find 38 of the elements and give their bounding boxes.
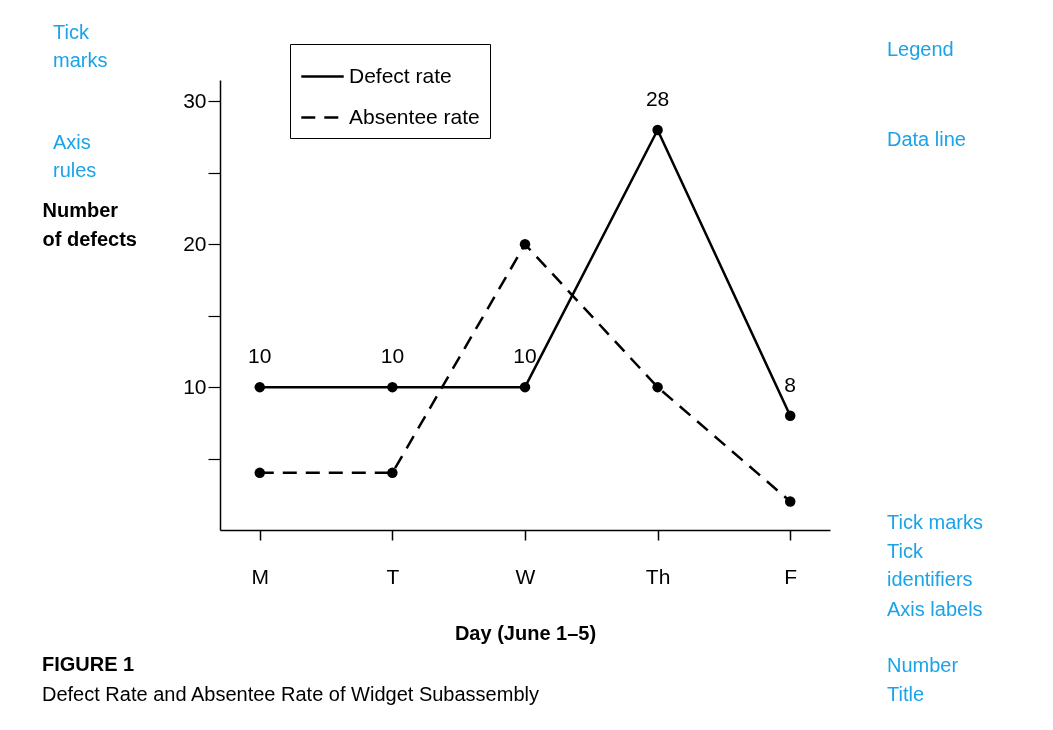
point	[387, 381, 398, 393]
point	[784, 496, 796, 507]
text: Title	[887, 683, 925, 705]
x-axis-title: Day (June 1–5)	[454, 621, 597, 644]
point	[652, 381, 663, 393]
x-tick-label: M	[251, 564, 270, 588]
text: Tick marks	[887, 511, 983, 533]
legend-label: Defect rate	[349, 63, 452, 87]
text: Tick marks	[53, 21, 108, 71]
text: Axis rules	[53, 131, 97, 181]
data-label: 10	[380, 344, 405, 368]
text: Defect Rate and Absentee Rate of Widget Subassembly	[42, 683, 539, 705]
y-axis-title: Number of defects	[42, 198, 137, 250]
text: FIGURE 1	[42, 653, 135, 675]
point	[652, 124, 663, 136]
x-tick-label: T	[386, 564, 400, 588]
y-tick-label: 30	[183, 88, 207, 112]
data-label: 8	[784, 372, 797, 396]
legend-label: Absentee rate	[349, 104, 480, 128]
data-label: 10	[513, 344, 537, 368]
point	[784, 410, 796, 421]
text: Tick identifiers	[887, 540, 973, 590]
x-tick-label: W	[515, 564, 536, 588]
text: Legend	[887, 38, 954, 60]
point	[519, 381, 531, 393]
text: Axis labels	[887, 598, 983, 620]
y-tick-label: 20	[183, 231, 207, 255]
data-label: 10	[248, 344, 272, 368]
text: Number	[887, 654, 959, 676]
point	[254, 467, 266, 479]
point	[254, 381, 266, 393]
y-tick-label: 10	[183, 374, 207, 398]
point	[519, 239, 531, 250]
x-tick-label: F	[784, 564, 798, 588]
x-tick-label: Th	[645, 564, 671, 588]
point	[387, 467, 398, 479]
text: Data line	[887, 128, 966, 150]
data-label: 28	[645, 87, 670, 110]
